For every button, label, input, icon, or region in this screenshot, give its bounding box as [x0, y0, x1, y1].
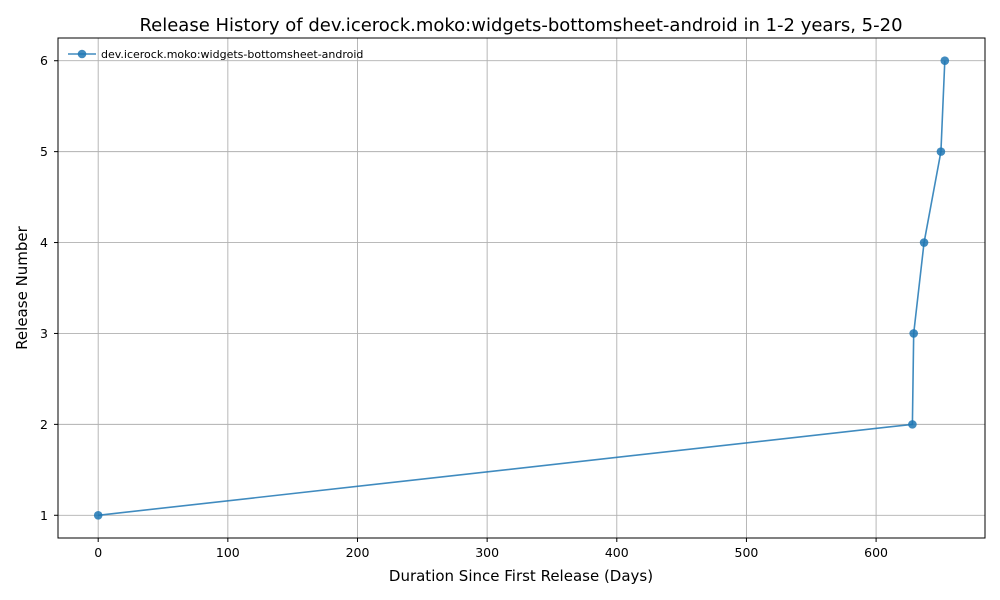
x-tick-label: 400 — [605, 545, 629, 560]
y-tick-label: 1 — [40, 508, 48, 523]
y-tick-label: 3 — [40, 326, 48, 341]
x-axis-label: Duration Since First Release (Days) — [389, 567, 653, 585]
data-point — [909, 329, 918, 338]
y-tick-label: 6 — [40, 53, 48, 68]
x-tick-label: 300 — [475, 545, 499, 560]
data-point — [908, 420, 917, 429]
data-point — [940, 56, 950, 66]
legend-marker-swatch — [77, 49, 87, 59]
series-line — [98, 60, 946, 517]
y-axis-label: Release Number — [13, 225, 31, 349]
series-layer — [93, 56, 950, 520]
x-tick-label: 600 — [864, 545, 888, 560]
data-point — [936, 147, 946, 156]
data-point — [93, 510, 103, 520]
y-tick-label: 5 — [40, 144, 48, 159]
chart-title: Release History of dev.icerock.moko:widg… — [139, 15, 902, 36]
x-tick-label: 0 — [94, 545, 102, 560]
axis-ticks: 0 100 200 300 400 500 600 1 2 3 4 5 6 — [40, 53, 888, 560]
legend: dev.icerock.moko:widgets-bottomsheet-and… — [68, 48, 363, 61]
y-tick-label: 4 — [40, 235, 48, 250]
x-tick-label: 200 — [346, 545, 370, 560]
plot-frame — [57, 37, 986, 539]
x-tick-label: 100 — [216, 545, 240, 560]
grid-lines — [58, 38, 985, 538]
data-point — [919, 238, 929, 247]
y-tick-label: 2 — [40, 417, 48, 432]
x-tick-label: 500 — [735, 545, 759, 560]
legend-label: dev.icerock.moko:widgets-bottomsheet-and… — [101, 48, 363, 61]
